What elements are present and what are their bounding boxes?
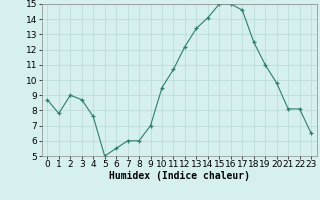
X-axis label: Humidex (Indice chaleur): Humidex (Indice chaleur): [109, 171, 250, 181]
